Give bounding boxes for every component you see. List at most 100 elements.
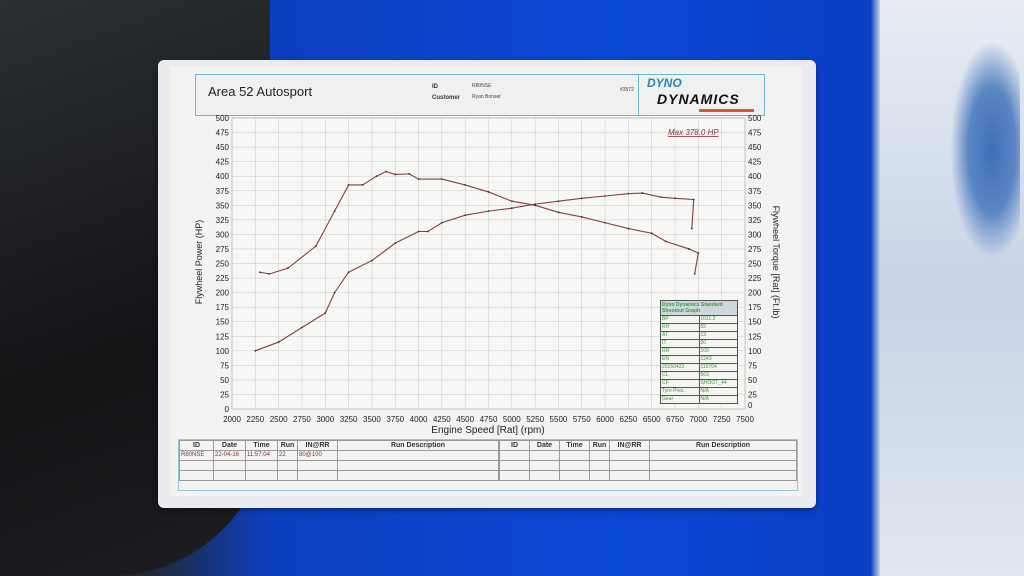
x-tick-label: 4250 <box>433 415 451 424</box>
y2-tick-label: 500 <box>748 114 762 123</box>
parameter-value: 20 <box>700 340 707 346</box>
torque-point <box>408 172 411 175</box>
torque-point <box>385 170 387 173</box>
x-tick-label: 5500 <box>550 415 568 424</box>
y2-tick-label: 300 <box>748 230 762 239</box>
parameter-row: 20160422 115704 <box>661 363 737 371</box>
parameter-key: IT <box>661 340 700 347</box>
y2-tick-label: 200 <box>748 289 762 298</box>
torque-point <box>347 184 350 186</box>
x-tick-label: 3250 <box>340 415 358 424</box>
torque-point <box>487 191 490 193</box>
parameter-row: Gear N/A <box>661 395 737 403</box>
power-point <box>347 271 350 274</box>
col-time: Time <box>559 440 590 451</box>
col-in-rr: IN@RR <box>609 440 650 451</box>
y2-tick-label: 100 <box>748 347 762 356</box>
dyno-dynamics-logo: DYNO DYNAMICS <box>638 75 764 115</box>
y-tick-label: 0 <box>225 405 230 414</box>
y-tick-label: 200 <box>216 289 230 298</box>
logo-swoosh <box>699 109 754 112</box>
y2-tick-label: 375 <box>748 187 762 196</box>
power-point <box>426 230 429 233</box>
parameter-key: EN <box>661 356 700 363</box>
parameter-row: AT 13 <box>661 331 737 339</box>
power-point <box>627 192 630 195</box>
y-tick-label: 500 <box>216 114 230 123</box>
grid <box>231 117 746 410</box>
col-date: Date <box>213 440 246 451</box>
parameter-row: RH 55 <box>661 323 737 331</box>
y-tick-label: 275 <box>216 245 230 254</box>
power-point <box>660 196 662 199</box>
y2-tick-label: 275 <box>748 245 762 254</box>
power-point <box>254 349 257 352</box>
parameters-title: Dyno Dynamics Standard Shootout Graph <box>661 301 737 315</box>
y2-tick-label: 475 <box>748 129 762 138</box>
parameter-key: AT <box>661 332 700 339</box>
run-table-right: ID Date Time Run IN@RR Run Description <box>499 440 797 481</box>
torque-point <box>627 227 630 230</box>
col-run-description: Run Description <box>649 440 797 451</box>
torque-point <box>464 184 467 186</box>
parameter-row: CF SHOOT_44 <box>661 379 737 387</box>
parameter-value: N/A <box>700 388 709 394</box>
y-tick-label: 50 <box>220 376 229 385</box>
parameter-row: IT 20 <box>661 339 737 347</box>
parameter-key: CL <box>661 372 700 379</box>
x-tick-label: 2500 <box>270 415 288 424</box>
id-label: ID <box>432 84 438 90</box>
col-date: Date <box>529 440 560 451</box>
torque-point <box>417 178 420 181</box>
run-table-left: ID Date Time Run IN@RR Run Description R80NSE… <box>179 440 499 481</box>
parameter-key: RH <box>661 324 700 331</box>
x-tick-label: 4750 <box>480 415 498 424</box>
y2-tick-label: 175 <box>748 303 762 312</box>
y-tick-label: 350 <box>216 201 230 210</box>
x-tick-label: 3500 <box>363 415 381 424</box>
x-tick-label: 2750 <box>293 415 311 424</box>
cell-id: R80NSE <box>179 450 214 461</box>
tree-reflection <box>950 40 1020 260</box>
parameter-value: 100 <box>700 348 709 354</box>
torque-point <box>333 210 336 213</box>
power-point <box>394 242 397 245</box>
col-time: Time <box>245 440 278 451</box>
parameter-row: Tyre Pres. N/A <box>661 387 737 395</box>
run-table: ID Date Time Run IN@RR Run Description R80NSE… <box>178 439 798 491</box>
y-tick-label: 375 <box>216 187 230 196</box>
torque-point <box>361 184 364 186</box>
y-tick-label: 100 <box>216 347 230 356</box>
y-tick-label: 150 <box>216 318 230 327</box>
torque-point <box>394 173 397 176</box>
y-axis-label: Flywheel Power (HP) <box>194 220 204 305</box>
x-tick-label: 3000 <box>316 415 334 424</box>
torque-point <box>693 273 696 275</box>
power-point <box>487 210 490 213</box>
parameter-key: RR <box>661 348 700 355</box>
run-parameters-box: Dyno Dynamics Standard Shootout Graph BP… <box>660 300 738 404</box>
torque-curve <box>259 170 699 275</box>
y2-tick-label: 325 <box>748 216 762 225</box>
x-tick-label: 4500 <box>456 415 474 424</box>
power-point <box>371 259 373 262</box>
y2-tick-label: 25 <box>748 390 757 399</box>
y2-tick-label: 400 <box>748 172 762 181</box>
torque-point <box>375 175 378 178</box>
power-point <box>692 198 695 201</box>
torque-point <box>315 245 317 247</box>
cell-run: 22 <box>277 450 298 461</box>
company-name: Area 52 Autosport <box>208 84 313 99</box>
parameter-row: RR 100 <box>661 347 737 355</box>
series-lines <box>254 170 700 352</box>
x-tick-label: 2250 <box>246 415 264 424</box>
power-point <box>417 230 420 233</box>
power-point <box>641 192 644 194</box>
customer-label: Customer <box>432 95 461 101</box>
torque-point <box>688 248 690 250</box>
torque-point <box>440 178 443 181</box>
col-run: Run <box>277 440 298 451</box>
x-tick-label: 5750 <box>573 415 591 424</box>
power-point <box>557 200 560 203</box>
